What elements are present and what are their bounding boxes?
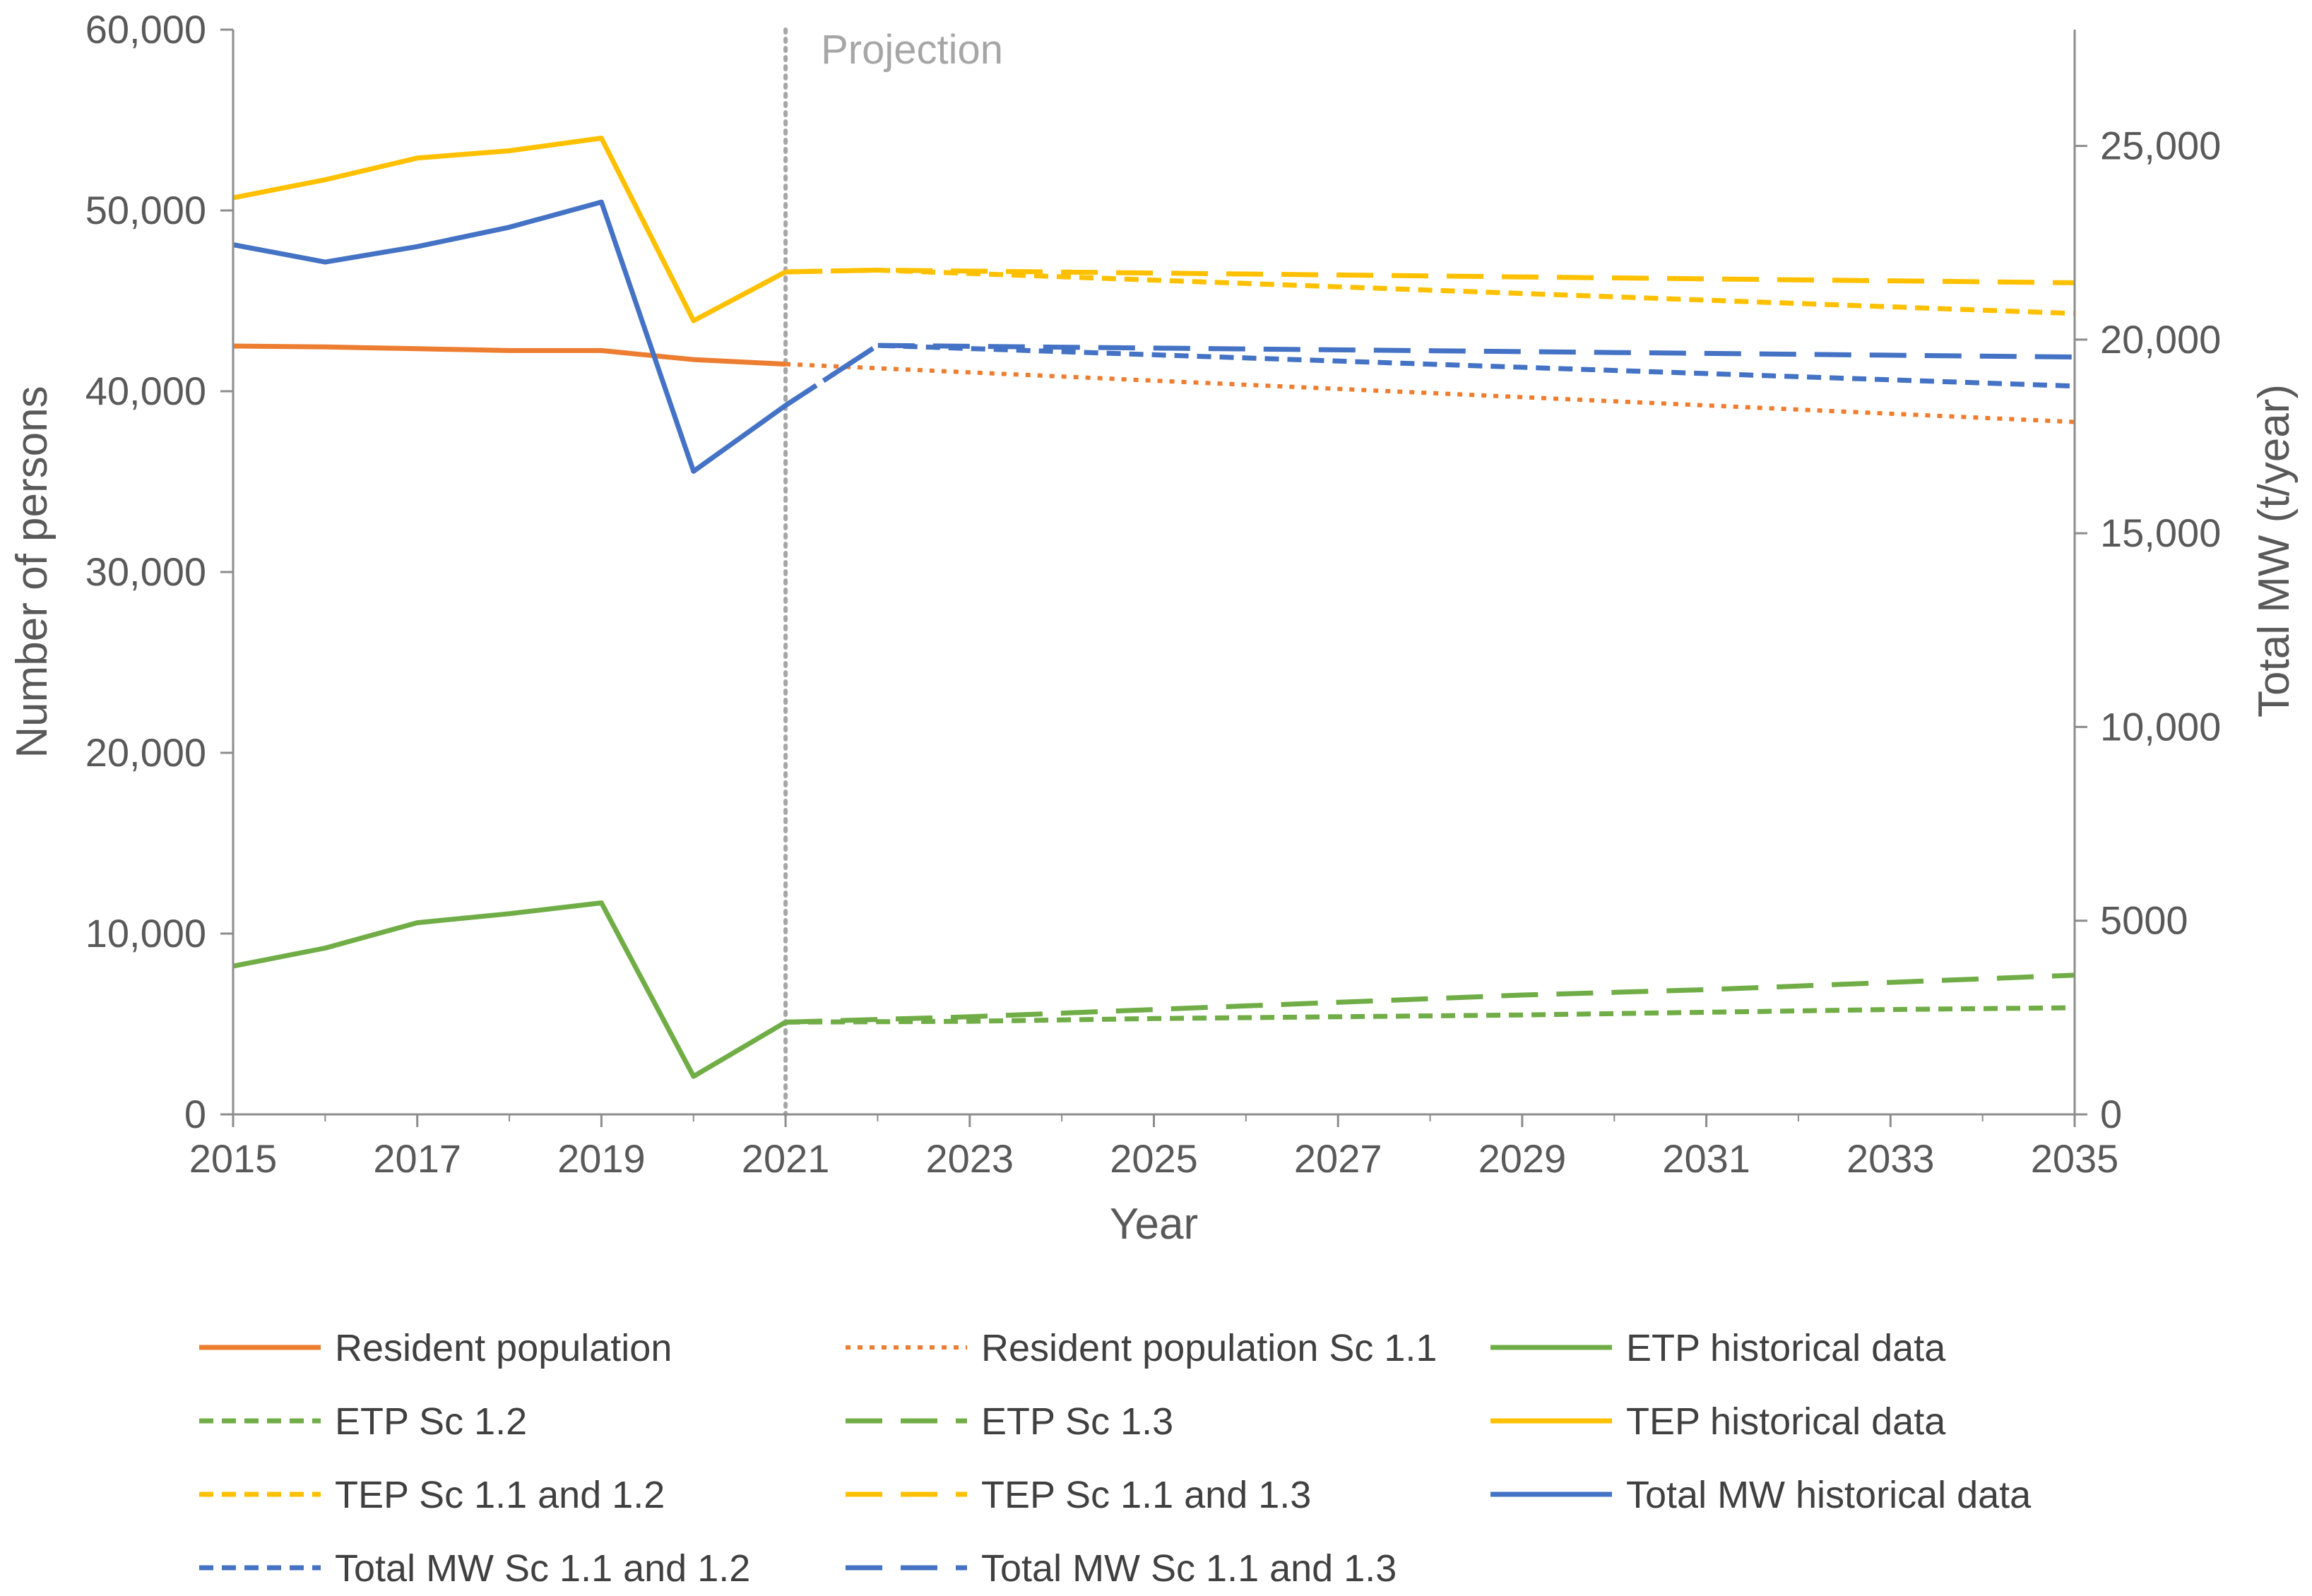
y-tick-label: 10,000 [85,911,206,955]
y-axis-title: Number of persons [8,386,57,758]
x-tick-label: 2015 [189,1136,278,1181]
x-axis-title: Year [1110,1200,1198,1249]
legend-label: TEP historical data [1626,1400,1946,1443]
x-tick-label: 2029 [1478,1136,1567,1181]
legend-label: Resident population [335,1327,672,1369]
series-line-1 [785,362,2075,424]
legend-item: ETP Sc 1.3 [846,1400,1173,1443]
legend-item: Total MW historical data [1490,1474,2032,1516]
legend-item: Total MW Sc 1.1 and 1.2 [199,1547,750,1590]
series-line-6 [786,268,2075,316]
y2-tick-label: 0 [2100,1092,2122,1136]
y-tick-label: 20,000 [85,730,206,775]
y-tick-label: 60,000 [85,7,206,52]
y2-tick-label: 10,000 [2100,704,2221,749]
series-line-2 [232,900,787,1079]
legend-item: Resident population Sc 1.1 [846,1327,1437,1369]
legend-item: Total MW Sc 1.1 and 1.3 [846,1547,1397,1590]
x-tick-label: 2031 [1662,1136,1750,1181]
x-tick-label: 2027 [1294,1136,1382,1181]
legend-label: TEP Sc 1.1 and 1.3 [981,1474,1311,1516]
legend-label: TEP Sc 1.1 and 1.2 [335,1474,665,1516]
y-tick-label: 40,000 [85,369,206,413]
y-tick-label: 50,000 [85,188,206,232]
y-tick-label: 0 [184,1092,206,1136]
series-line-10 [784,343,2075,408]
legend-label: Resident population Sc 1.1 [981,1327,1437,1369]
y2-tick-label: 20,000 [2100,317,2221,362]
projection-label: Projection [821,27,1003,73]
series-line-8 [232,199,788,474]
y2-tick-label: 25,000 [2100,124,2221,168]
x-tick-label: 2035 [2031,1136,2119,1181]
x-tick-label: 2023 [926,1136,1014,1181]
legend-item: TEP Sc 1.1 and 1.3 [846,1474,1311,1516]
series-line-3 [786,1005,2075,1025]
x-tick-label: 2021 [742,1136,830,1181]
legend-item: Resident population [199,1327,672,1369]
x-tick-label: 2033 [1846,1136,1935,1181]
y2-axis-title: Total MW (t/year) [2250,384,2299,717]
series-line-5 [232,136,787,323]
y-tick-label: 30,000 [85,549,206,594]
series-layer [232,136,2075,1079]
legend-label: Total MW historical data [1626,1474,2032,1516]
series-line-4 [785,972,2075,1025]
x-tick-label: 2019 [557,1136,646,1181]
y2-tick-label: 15,000 [2100,511,2221,555]
x-tick-label: 2025 [1110,1136,1198,1181]
y2-tick-label: 5000 [2100,898,2188,943]
legend-label: ETP historical data [1626,1327,1946,1369]
legend-item: ETP Sc 1.2 [199,1400,527,1443]
legend-label: Total MW Sc 1.1 and 1.3 [981,1547,1397,1590]
x-tick-label: 2017 [373,1136,461,1181]
legend: Resident population Resident population S… [199,1327,2032,1590]
legend-label: ETP Sc 1.2 [335,1400,527,1443]
legend-item: ETP historical data [1490,1327,1946,1369]
axes: 0 10,000 20,000 30,000 40,000 50,000 60,000 0 50… [8,7,2299,1249]
legend-label: ETP Sc 1.3 [981,1400,1173,1443]
series-line-7 [786,268,2075,285]
legend-item: TEP historical data [1490,1400,1946,1443]
plot-area: Projection [783,27,1003,1116]
legend-item: TEP Sc 1.1 and 1.2 [199,1474,665,1516]
series-line-0 [232,343,786,367]
legend-label: Total MW Sc 1.1 and 1.2 [335,1547,750,1590]
